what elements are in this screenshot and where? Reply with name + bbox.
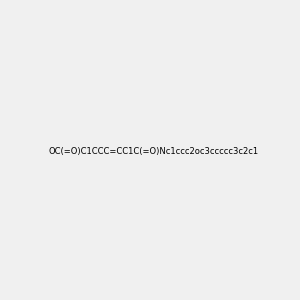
Text: OC(=O)C1CCC=CC1C(=O)Nc1ccc2oc3ccccc3c2c1: OC(=O)C1CCC=CC1C(=O)Nc1ccc2oc3ccccc3c2c1 — [49, 147, 259, 156]
